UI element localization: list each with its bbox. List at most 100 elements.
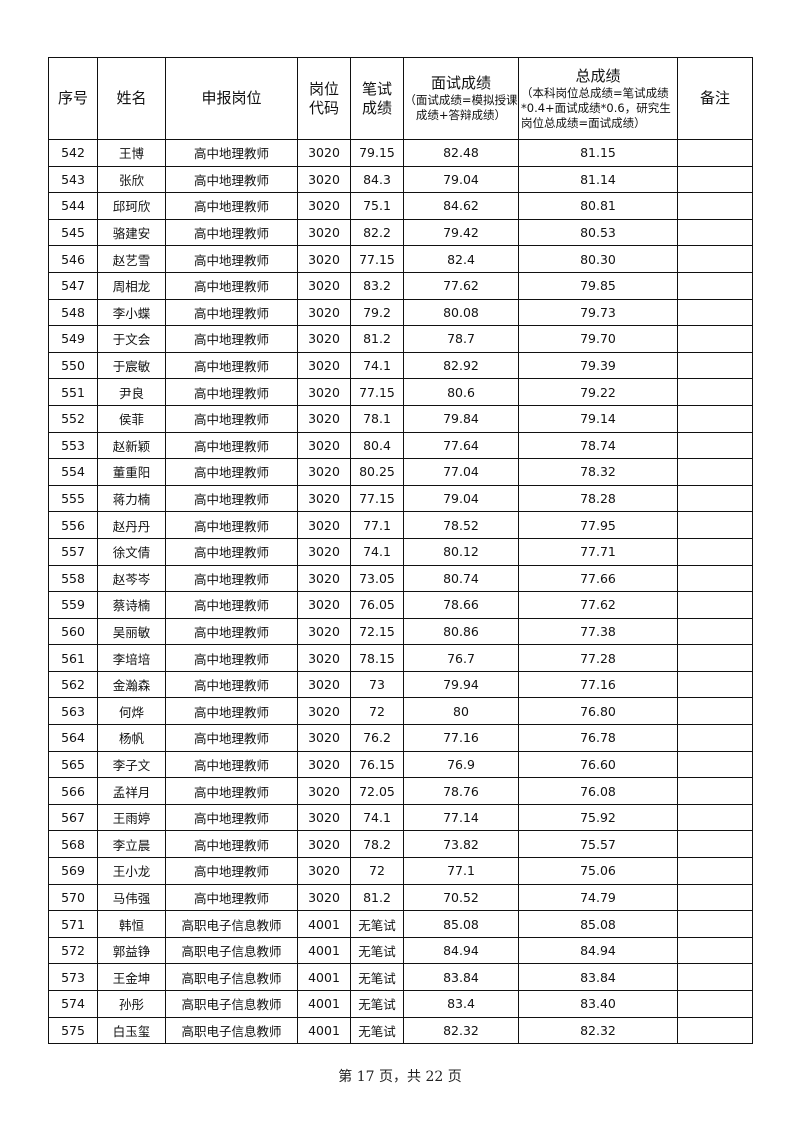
cell-interview: 77.64: [403, 431, 519, 460]
cell-code: 3020: [297, 404, 351, 433]
cell-name: 何烨: [97, 697, 166, 726]
cell-remark: [677, 537, 753, 566]
cell-code: 3020: [297, 803, 351, 832]
cell-total: 78.28: [518, 484, 678, 513]
cell-seq: 560: [48, 617, 98, 646]
cell-position: 高职电子信息教师: [165, 1016, 298, 1045]
cell-code: 3020: [297, 271, 351, 300]
cell-remark: [677, 165, 753, 194]
cell-name: 马伟强: [97, 883, 166, 912]
cell-position: 高职电子信息教师: [165, 910, 298, 938]
cell-name: 尹良: [97, 378, 166, 406]
cell-seq: 546: [48, 245, 98, 273]
cell-remark: [677, 511, 753, 539]
cell-seq: 565: [48, 750, 98, 779]
cell-total: 85.08: [518, 910, 678, 938]
cell-seq: 570: [48, 883, 98, 912]
cell-remark: [677, 830, 753, 859]
cell-code: 3020: [297, 591, 351, 619]
cell-interview: 82.4: [403, 245, 519, 273]
cell-position: 高中地理教师: [165, 644, 298, 672]
header-code: 岗位代码: [297, 57, 351, 140]
cell-name: 王小龙: [97, 857, 166, 885]
cell-position: 高中地理教师: [165, 271, 298, 300]
cell-seq: 547: [48, 271, 98, 300]
cell-name: 骆建安: [97, 218, 166, 247]
cell-written: 77.15: [350, 484, 404, 513]
cell-code: 3020: [297, 537, 351, 566]
cell-written: 80.25: [350, 458, 404, 486]
cell-seq: 569: [48, 857, 98, 885]
cell-interview: 84.94: [403, 936, 519, 965]
cell-position: 高中地理教师: [165, 803, 298, 832]
cell-position: 高中地理教师: [165, 777, 298, 805]
cell-code: 3020: [297, 192, 351, 220]
cell-remark: [677, 351, 753, 380]
cell-code: 3020: [297, 458, 351, 486]
cell-interview: 82.48: [403, 139, 519, 167]
table-row: 543 张欣 高中地理教师 3020 84.3 79.04 81.14: [48, 165, 753, 194]
cell-position: 高中地理教师: [165, 830, 298, 859]
cell-remark: [677, 883, 753, 912]
table-row: 559 蔡诗楠 高中地理教师 3020 76.05 78.66 77.62: [48, 591, 753, 619]
cell-position: 高中地理教师: [165, 750, 298, 779]
cell-interview: 77.16: [403, 724, 519, 752]
cell-written: 72.05: [350, 777, 404, 805]
table-row: 569 王小龙 高中地理教师 3020 72 77.1 75.06: [48, 857, 753, 885]
cell-total: 79.22: [518, 378, 678, 406]
cell-position: 高中地理教师: [165, 298, 298, 327]
cell-written: 74.1: [350, 803, 404, 832]
cell-total: 77.62: [518, 591, 678, 619]
cell-total: 81.15: [518, 139, 678, 167]
cell-code: 4001: [297, 990, 351, 1018]
cell-position: 高中地理教师: [165, 511, 298, 539]
cell-remark: [677, 591, 753, 619]
cell-interview: 84.62: [403, 192, 519, 220]
cell-remark: [677, 857, 753, 885]
table-row: 550 于宸敏 高中地理教师 3020 74.1 82.92 79.39: [48, 351, 753, 380]
cell-total: 80.53: [518, 218, 678, 247]
cell-remark: [677, 963, 753, 991]
cell-code: 3020: [297, 165, 351, 194]
cell-code: 3020: [297, 484, 351, 513]
table-row: 572 郭益铮 高职电子信息教师 4001 无笔试 84.94 84.94: [48, 936, 753, 965]
cell-interview: 77.62: [403, 271, 519, 300]
cell-name: 郭益铮: [97, 936, 166, 965]
cell-written: 78.1: [350, 404, 404, 433]
cell-name: 于宸敏: [97, 351, 166, 380]
cell-position: 高中地理教师: [165, 697, 298, 726]
cell-interview: 85.08: [403, 910, 519, 938]
table-row: 549 于文会 高中地理教师 3020 81.2 78.7 79.70: [48, 325, 753, 353]
header-interview-note: （面试成绩=模拟授课成绩+答辩成绩）: [404, 93, 518, 122]
table-row: 552 侯菲 高中地理教师 3020 78.1 79.84 79.14: [48, 404, 753, 433]
header-position: 申报岗位: [165, 57, 298, 140]
cell-name: 白玉玺: [97, 1016, 166, 1045]
cell-name: 蔡诗楠: [97, 591, 166, 619]
cell-code: 3020: [297, 218, 351, 247]
table-row: 557 徐文倩 高中地理教师 3020 74.1 80.12 77.71: [48, 537, 753, 566]
cell-written: 82.2: [350, 218, 404, 247]
cell-position: 高中地理教师: [165, 883, 298, 912]
table-row: 563 何烨 高中地理教师 3020 72 80 76.80: [48, 697, 753, 726]
cell-total: 76.60: [518, 750, 678, 779]
cell-total: 79.70: [518, 325, 678, 353]
cell-code: 3020: [297, 777, 351, 805]
table-row: 545 骆建安 高中地理教师 3020 82.2 79.42 80.53: [48, 218, 753, 247]
cell-seq: 573: [48, 963, 98, 991]
cell-total: 78.32: [518, 458, 678, 486]
cell-interview: 79.84: [403, 404, 519, 433]
cell-interview: 78.76: [403, 777, 519, 805]
cell-total: 79.14: [518, 404, 678, 433]
cell-position: 高中地理教师: [165, 670, 298, 699]
cell-total: 76.08: [518, 777, 678, 805]
cell-seq: 554: [48, 458, 98, 486]
cell-seq: 572: [48, 936, 98, 965]
cell-code: 3020: [297, 139, 351, 167]
cell-name: 金瀚森: [97, 670, 166, 699]
cell-remark: [677, 697, 753, 726]
cell-seq: 543: [48, 165, 98, 194]
table-row: 575 白玉玺 高职电子信息教师 4001 无笔试 82.32 82.32: [48, 1016, 753, 1045]
cell-total: 77.66: [518, 564, 678, 593]
cell-interview: 78.7: [403, 325, 519, 353]
cell-seq: 555: [48, 484, 98, 513]
